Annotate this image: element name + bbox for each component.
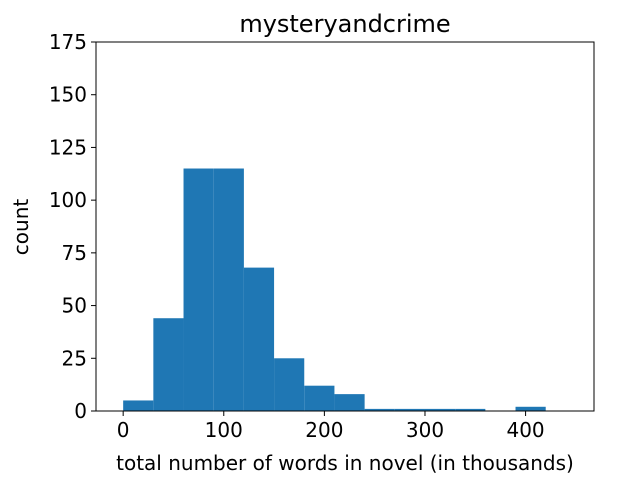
histogram-bar [424, 408, 456, 411]
bars [123, 168, 546, 411]
plot-frame [95, 41, 595, 412]
histogram-bar [123, 400, 154, 411]
histogram-bar [455, 408, 486, 411]
histogram-bar [274, 358, 305, 411]
y-tick-label: 50 [62, 294, 87, 318]
x-tick-label: 0 [117, 418, 130, 442]
y-tick-label: 175 [49, 30, 87, 54]
y-tick-label: 125 [49, 135, 87, 159]
x-tick-label: 300 [406, 418, 444, 442]
y-tick-label: 25 [62, 346, 87, 370]
y-axis-label: count [9, 199, 33, 256]
x-axis-ticks: 0 100 200 300 400 [117, 411, 545, 442]
histogram-bar [515, 406, 546, 411]
x-tick-label: 100 [205, 418, 243, 442]
chart-title: mysteryandcrime [239, 10, 450, 38]
histogram-bar [334, 394, 365, 411]
histogram-bar [243, 267, 275, 411]
x-tick-label: 200 [305, 418, 343, 442]
histogram-bar [153, 318, 184, 411]
y-tick-label: 100 [49, 188, 87, 212]
y-tick-label: 0 [74, 399, 87, 423]
y-axis-ticks: 0 25 50 75 100 125 150 175 [49, 30, 96, 423]
histogram-bar [213, 168, 244, 411]
y-tick-label: 150 [49, 83, 87, 107]
histogram-bar [304, 385, 335, 411]
histogram-bar [394, 408, 425, 411]
y-tick-label: 75 [62, 241, 87, 265]
histogram-bar [183, 168, 214, 411]
histogram-bar [364, 408, 395, 411]
x-axis-label: total number of words in novel (in thous… [116, 451, 574, 475]
x-tick-label: 400 [506, 418, 544, 442]
